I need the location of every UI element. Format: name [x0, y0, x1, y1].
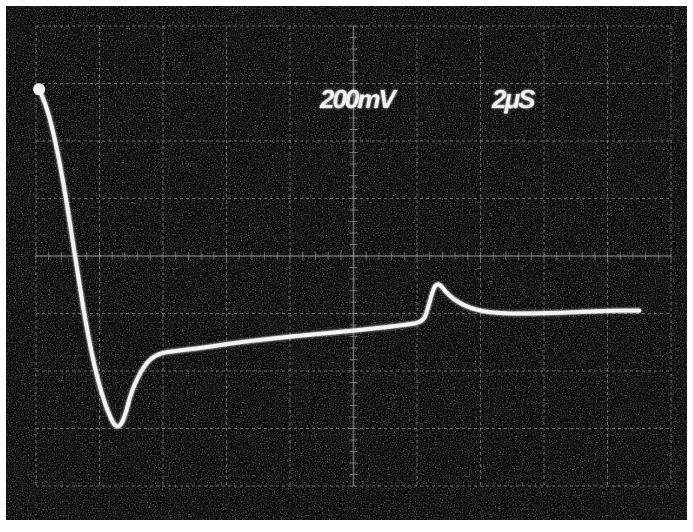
oscilloscope-screen: 200mV 2μS [6, 6, 687, 520]
time-per-div-readout: 2μS [492, 84, 536, 114]
volts-per-div-readout: 200mV [320, 84, 396, 114]
waveform-trace [37, 87, 642, 429]
screen-noise [6, 6, 687, 520]
oscilloscope-plot [6, 6, 687, 520]
trace-layer [33, 83, 642, 429]
trace-start-dot-icon [33, 83, 46, 96]
